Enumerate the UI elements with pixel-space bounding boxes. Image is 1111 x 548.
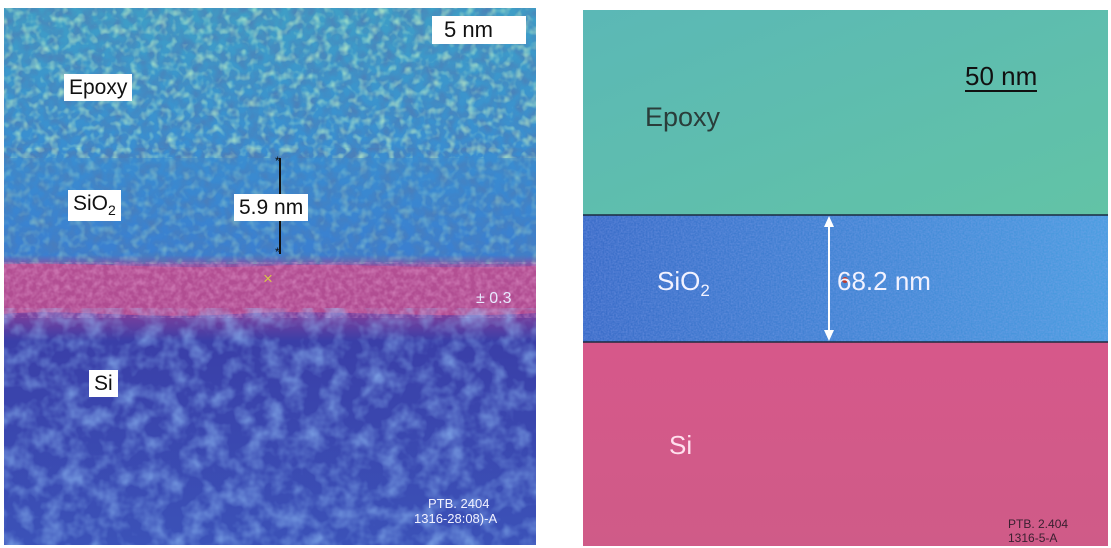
interface-marker: ×: [263, 269, 273, 288]
right-label-si: Si: [669, 430, 693, 460]
right-label-sio2-base: SiO: [657, 266, 701, 296]
right-label-sio2-sub: 2: [700, 281, 710, 301]
right-measure-dot: [842, 277, 848, 283]
right-label-epoxy: Epoxy: [645, 102, 721, 132]
right-scale-bar: 50 nm: [965, 61, 1038, 92]
svg-text:*: *: [275, 154, 280, 168]
left-label-sio2-sub: 2: [108, 202, 116, 219]
left-label-sio2-base: SiO: [73, 192, 109, 215]
right-tem-image: 50 nm Epoxy SiO2 68.2 nm Si PTB. 2.404 1…: [583, 10, 1108, 546]
left-scale-bar: 5 nm: [432, 16, 526, 44]
left-label-si: Si: [89, 370, 118, 398]
left-footer: PTB. 2404 1316-28:08)-A: [414, 496, 497, 526]
right-footer-line1: PTB. 2.404: [1008, 517, 1069, 531]
left-label-epoxy: Epoxy: [64, 74, 133, 102]
left-tem-image: * * × 5 nm Epoxy SiO2 5.9 nm ± 0.3 Si PT…: [4, 8, 536, 545]
right-footer-line2: 1316-5-A: [1008, 531, 1058, 545]
left-thickness-label: 5.9 nm: [234, 194, 309, 222]
right-label-sio2: SiO2: [657, 266, 710, 301]
right-epoxy-region: [583, 10, 1108, 215]
left-label-sio2: SiO2: [68, 190, 121, 221]
left-tolerance-label: ± 0.3: [476, 290, 512, 307]
right-footer: PTB. 2.404 1316-5-A: [1008, 517, 1068, 545]
right-si-region: [583, 342, 1108, 546]
left-footer-line1: PTB. 2404: [428, 496, 490, 511]
right-tem-image-graphic: [583, 10, 1108, 546]
right-thickness-label: 68.2 nm: [837, 266, 931, 296]
svg-text:*: *: [275, 245, 280, 259]
left-footer-line2: 1316-28:08)-A: [414, 511, 498, 526]
